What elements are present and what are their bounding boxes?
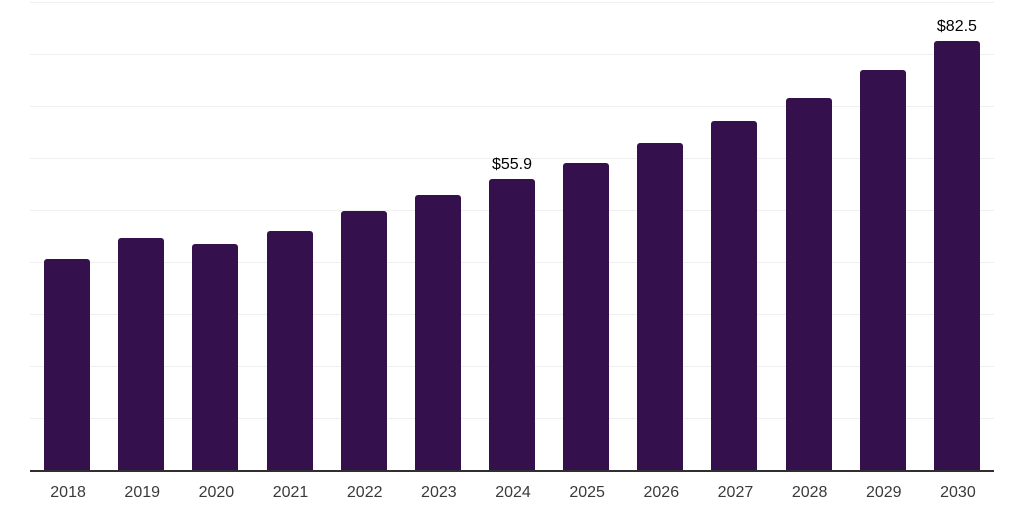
bar-2021 xyxy=(267,231,313,470)
bar-2028 xyxy=(786,98,832,470)
x-tick-label-2022: 2022 xyxy=(346,484,383,501)
x-tick-label-2029: 2029 xyxy=(865,484,902,501)
bar-2025 xyxy=(563,163,609,470)
bar-2019 xyxy=(118,238,164,470)
gridline-80 xyxy=(30,54,994,55)
bar-2018 xyxy=(44,259,90,470)
x-tick-label-2020: 2020 xyxy=(198,484,235,501)
x-tick-label-2023: 2023 xyxy=(421,484,457,501)
gridline-90 xyxy=(30,2,994,3)
bar-2024 xyxy=(489,179,535,470)
x-tick-label-2030: 2030 xyxy=(940,484,976,501)
bar-2030 xyxy=(934,41,980,470)
x-tick-label-2019: 2019 xyxy=(124,484,161,501)
x-tick-label-2026: 2026 xyxy=(643,484,680,501)
x-tick-label-2024: 2024 xyxy=(495,484,531,501)
bar-2023 xyxy=(415,195,461,470)
bar-2020 xyxy=(192,244,238,470)
bar-2026 xyxy=(637,143,683,470)
x-tick-label-2025: 2025 xyxy=(569,484,605,501)
bar-2022 xyxy=(341,211,387,470)
bar-2027 xyxy=(711,121,757,470)
x-tick-label-2027: 2027 xyxy=(717,484,754,501)
x-tick-label-2018: 2018 xyxy=(50,484,86,501)
x-tick-label-2021: 2021 xyxy=(272,484,309,501)
data-label-2030: $82.5 xyxy=(936,18,977,35)
x-axis-line xyxy=(30,470,994,472)
x-tick-label-2028: 2028 xyxy=(791,484,828,501)
gridline-70 xyxy=(30,106,994,107)
data-label-2024: $55.9 xyxy=(491,156,533,173)
bar-2029 xyxy=(860,70,906,470)
